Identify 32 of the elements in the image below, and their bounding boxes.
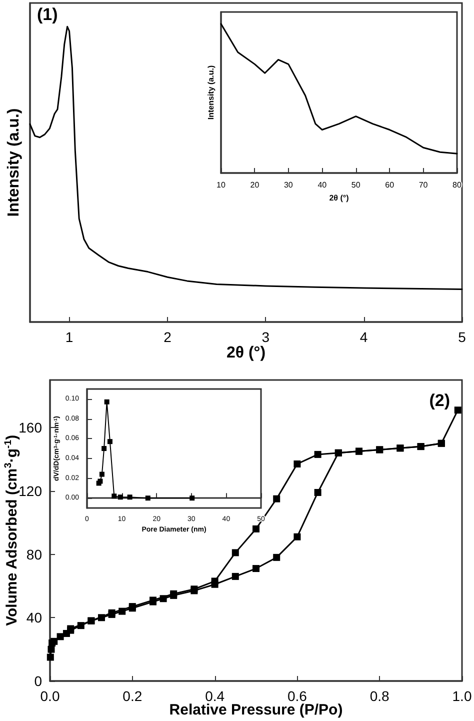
x-tick-label: 0.8	[370, 688, 390, 704]
y-tick-label: 0	[34, 673, 42, 689]
y-axis-title: Intensity (a.u.)	[6, 108, 22, 217]
annotation: (2)	[429, 391, 450, 410]
x-tick-label: 0.0	[40, 688, 60, 704]
x-tick-label: 30	[284, 180, 294, 190]
y-axis-title: Intensity (a.u.)	[206, 65, 216, 120]
x-tick-label: 50	[351, 180, 361, 190]
x-tick-label: 0.6	[287, 688, 308, 704]
x-tick-label: 3	[262, 329, 270, 345]
x-tick-label: 1	[65, 329, 74, 345]
x-tick-label: 80	[452, 180, 462, 190]
y-tick-label: 40	[26, 610, 42, 626]
y-tick-label: 160	[18, 420, 42, 436]
y-axis-title: Volume Adsorbed (cm3·g-1)	[3, 434, 20, 626]
text: (1)	[37, 5, 58, 24]
y-tick-label: 80	[26, 546, 42, 562]
x-axis-title: 2θ (°)	[226, 344, 266, 362]
x-tick-label: 5	[458, 329, 466, 345]
x-tick-label: 0.4	[205, 688, 225, 704]
y-tick-label: 120	[18, 482, 42, 499]
x-tick-label: 2	[164, 329, 172, 345]
x-axis-title: 2θ (°)	[329, 194, 350, 202]
x-tick-label: 0.2	[122, 688, 142, 704]
x-tick-label: 40	[318, 180, 328, 190]
x-tick-label: 20	[250, 180, 260, 190]
x-tick-label: 4	[360, 329, 368, 345]
x-tick-label: 1.0	[452, 688, 472, 704]
x-tick-label: 70	[418, 180, 428, 190]
x-tick-label: 10	[216, 180, 226, 190]
x-axis-title: Relative Pressure (P/Po)	[169, 702, 343, 718]
x-tick-label: 60	[385, 180, 395, 190]
